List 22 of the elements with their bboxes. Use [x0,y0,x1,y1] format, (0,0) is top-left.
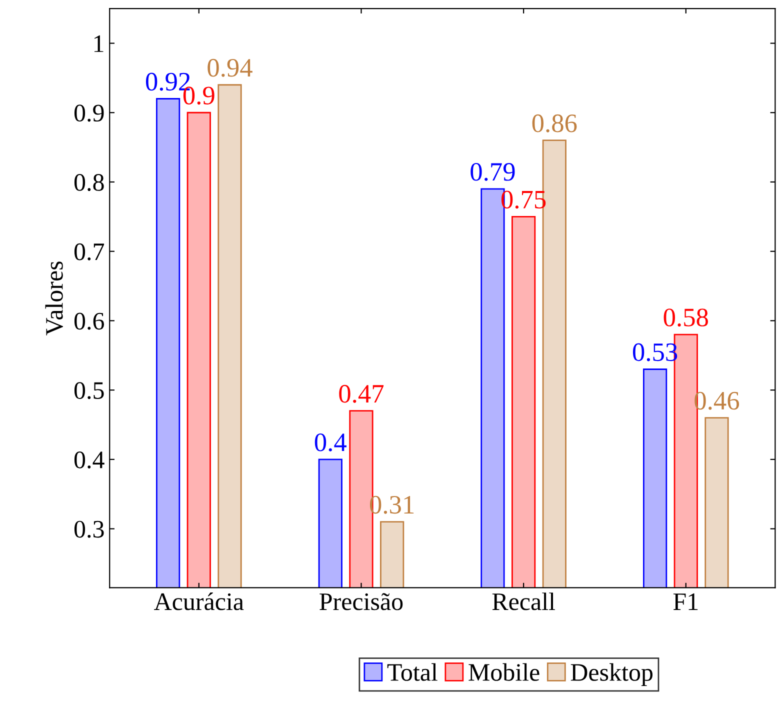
y-tick-label: 0.9 [74,104,104,122]
legend-label: Mobile [468,663,540,681]
y-tick-label: 0.4 [74,451,104,468]
y-tick-label: 0.5 [74,382,104,400]
legend-label: Desktop [570,663,652,686]
y-tick-label: 0.6 [74,312,104,330]
x-tick-label: Precisão [320,593,403,610]
y-tick-label: 0.7 [74,243,104,260]
y-axis-title: Valores [45,262,64,336]
y-tick-label: 0.8 [74,174,104,192]
x-tick-label: Recall [492,592,555,610]
x-tick-label: F1 [673,593,698,610]
data-label: 0.79 [470,162,515,181]
x-tick-label: Acurácia [154,592,244,610]
data-label: 0.58 [664,308,708,327]
data-label: 0.86 [532,114,577,132]
data-label: 0.94 [208,58,252,77]
y-tick-label: 0.3 [74,520,104,538]
data-label: 0.47 [339,384,384,403]
y-tick-label: 1 [94,35,104,52]
data-label: 0.4 [314,433,346,452]
legend-label: Total [387,663,438,681]
